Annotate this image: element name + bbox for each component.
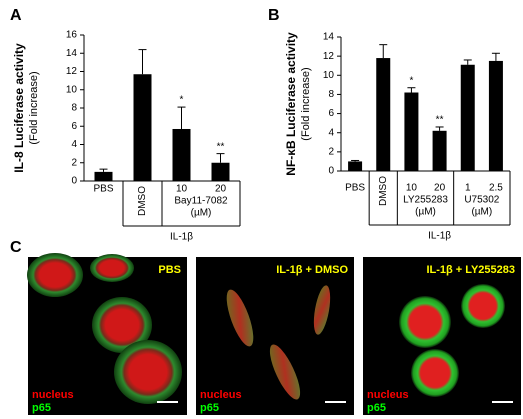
annotation: ** xyxy=(217,141,225,152)
y-tick-label: 12 xyxy=(323,51,335,62)
y-tick-label: 10 xyxy=(66,84,78,95)
group-label: U75302 xyxy=(464,195,499,206)
y-tick-label: 10 xyxy=(323,70,335,81)
cell xyxy=(114,340,182,404)
treatment-label: IL-1β xyxy=(170,232,193,243)
x-tick-label: 2.5 xyxy=(489,183,503,194)
x-tick-label: PBS xyxy=(93,184,113,195)
y-tick-label: 0 xyxy=(71,176,77,187)
y-tick-label: 0 xyxy=(328,166,334,177)
panel-label: A xyxy=(10,7,22,24)
y-axis-subtitle: (Fold increase) xyxy=(28,71,40,144)
panel-label: B xyxy=(268,7,280,24)
bar xyxy=(211,162,230,181)
y-tick-label: 12 xyxy=(66,66,78,77)
bar xyxy=(133,74,152,181)
x-tick-label: DMSO xyxy=(378,176,389,206)
legend-label: nucleus xyxy=(367,389,409,401)
y-tick-label: 4 xyxy=(328,127,334,138)
group-unit: (µM) xyxy=(415,207,436,218)
y-tick-label: 16 xyxy=(66,30,78,41)
cell xyxy=(27,253,83,297)
y-axis-title: NF-κB Luciferase activity xyxy=(284,32,298,176)
annotation: ** xyxy=(436,115,444,126)
x-tick-label: 10 xyxy=(176,184,188,195)
y-tick-label: 8 xyxy=(328,89,334,100)
cell xyxy=(399,296,451,348)
bar xyxy=(488,60,503,171)
cell xyxy=(313,285,331,335)
bar xyxy=(94,171,113,181)
bar xyxy=(172,128,191,181)
y-tick-label: 6 xyxy=(71,121,77,132)
bar xyxy=(460,64,475,171)
x-tick-label: 10 xyxy=(406,183,418,194)
y-axis-subtitle: (Fold increase) xyxy=(300,67,312,140)
y-tick-label: 8 xyxy=(71,103,77,114)
x-tick-label: 1 xyxy=(465,183,471,194)
cell xyxy=(269,344,301,400)
panel-label: C xyxy=(10,239,22,256)
x-tick-label: PBS xyxy=(345,183,365,194)
y-tick-label: 14 xyxy=(66,48,78,59)
micrographs xyxy=(27,253,521,415)
cell xyxy=(226,289,254,347)
group-unit: (µM) xyxy=(471,207,492,218)
bar xyxy=(348,161,363,171)
legend-label: p65 xyxy=(32,402,51,414)
cell xyxy=(92,297,152,353)
annotation: * xyxy=(409,75,413,86)
x-tick-label: DMSO xyxy=(137,186,148,216)
legend-label: nucleus xyxy=(32,389,74,401)
y-tick-label: 2 xyxy=(71,157,77,168)
cell xyxy=(461,284,505,328)
image-title: IL-1β + DMSO xyxy=(276,264,348,276)
legend-label: p65 xyxy=(200,402,219,414)
y-tick-label: 2 xyxy=(328,146,334,157)
y-tick-label: 6 xyxy=(328,108,334,119)
image-title: PBS xyxy=(158,264,181,276)
group-label: LY255283 xyxy=(403,195,448,206)
micrograph xyxy=(196,257,354,415)
x-tick-label: 20 xyxy=(215,184,227,195)
annotation: * xyxy=(180,95,184,106)
y-tick-label: 14 xyxy=(323,32,335,43)
x-tick-label: 20 xyxy=(434,183,446,194)
cell xyxy=(90,254,134,282)
image-title: IL-1β + LY255283 xyxy=(426,264,515,276)
bar xyxy=(404,92,419,171)
group-label: Bay11-7082 xyxy=(174,196,228,207)
legend-label: nucleus xyxy=(200,389,242,401)
bar xyxy=(376,58,391,171)
legend-label: p65 xyxy=(367,402,386,414)
group-unit: (µM) xyxy=(191,208,212,219)
bar xyxy=(432,130,447,171)
y-axis-title: IL-8 Luciferase activity xyxy=(12,43,26,173)
y-tick-label: 4 xyxy=(71,139,77,150)
cell xyxy=(411,349,459,397)
treatment-label: IL-1β xyxy=(428,231,451,242)
